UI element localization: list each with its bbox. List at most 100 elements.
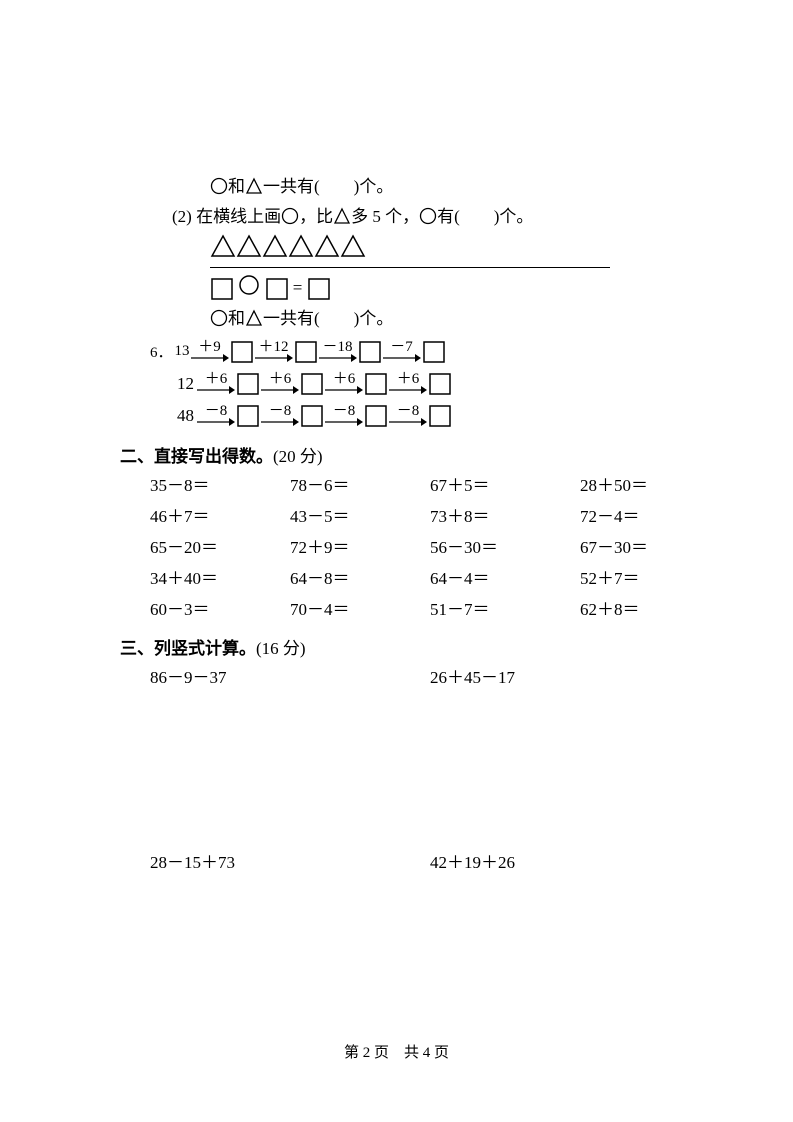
equation-template: = <box>120 274 673 301</box>
calc-problem[interactable]: 46＋7＝ <box>150 502 290 527</box>
chain-start: 12 <box>150 374 196 394</box>
chain-op: ＋12 <box>255 340 293 363</box>
triangle-icon <box>340 233 366 259</box>
calc-problem[interactable]: 65－20＝ <box>150 533 290 558</box>
chain-op: ＋6 <box>197 372 235 395</box>
triangle-icon <box>210 233 236 259</box>
calc-problem[interactable]: 72－4＝ <box>580 502 720 527</box>
calc-problem[interactable]: 70－4＝ <box>290 595 430 620</box>
chain-row: 48－8－8－8－8 <box>120 404 673 428</box>
answer-box-icon[interactable] <box>364 404 388 428</box>
chain-op: －18 <box>319 340 357 363</box>
arrow-icon <box>389 417 427 427</box>
question-6: 6．13＋9＋12－18－712＋6＋6＋6＋648－8－8－8－8 <box>120 340 673 428</box>
text: 和 <box>228 309 245 328</box>
answer-box-icon[interactable] <box>364 372 388 396</box>
text: (2) 在横线上画 <box>172 207 281 226</box>
text: )个。 <box>494 207 534 226</box>
page-total: 共 4 页 <box>404 1045 449 1061</box>
mental-math-grid: 35－8＝78－6＝67＋5＝28＋50＝46＋7＝43－5＝73＋8＝72－4… <box>120 471 673 620</box>
answer-box-icon[interactable] <box>422 340 446 364</box>
calc-problem[interactable]: 67－30＝ <box>580 533 720 558</box>
circle-icon <box>210 309 228 327</box>
chain-start: 48 <box>150 406 196 426</box>
arrow-icon <box>319 353 357 363</box>
calc-problem[interactable]: 64－8＝ <box>290 564 430 589</box>
answer-box-icon[interactable] <box>236 404 260 428</box>
answer-line[interactable] <box>210 267 610 268</box>
section-points: (20 分) <box>273 447 323 466</box>
calc-problem[interactable]: 51－7＝ <box>430 595 580 620</box>
chain-row: 12＋6＋6＋6＋6 <box>120 372 673 396</box>
arrow-icon <box>325 417 363 427</box>
chain-start: 13 <box>175 343 190 360</box>
calc-problem[interactable]: 73＋8＝ <box>430 502 580 527</box>
arrow-icon <box>191 353 229 363</box>
chain-op: －8 <box>261 404 299 427</box>
calc-problem[interactable]: 62＋8＝ <box>580 595 720 620</box>
square-box-icon[interactable] <box>265 277 289 301</box>
q-fragment-bottom: 和一共有( )个。 <box>120 305 673 332</box>
text: 一共有( <box>263 309 320 328</box>
calc-problem[interactable]: 78－6＝ <box>290 471 430 496</box>
text: )个。 <box>354 309 394 328</box>
circle-icon <box>210 177 228 195</box>
chain-op: －8 <box>197 404 235 427</box>
calc-problem[interactable]: 72＋9＝ <box>290 533 430 558</box>
triangle-icon <box>245 177 263 195</box>
triangle-row <box>120 233 673 261</box>
chain-op: ＋6 <box>389 372 427 395</box>
arrow-icon <box>255 353 293 363</box>
chain-op: －7 <box>383 340 421 363</box>
chain-row: 6．13＋9＋12－18－7 <box>120 340 673 364</box>
chain-op: ＋6 <box>261 372 299 395</box>
text: 一共有( <box>263 177 320 196</box>
triangle-icon <box>245 309 263 327</box>
blank[interactable] <box>320 177 354 196</box>
chain-op: －8 <box>389 404 427 427</box>
answer-box-icon[interactable] <box>358 340 382 364</box>
section-title: 二、直接写出得数。 <box>120 447 273 466</box>
answer-box-icon[interactable] <box>428 404 452 428</box>
answer-box-icon[interactable] <box>300 404 324 428</box>
triangle-icon <box>262 233 288 259</box>
blank[interactable] <box>320 309 354 328</box>
answer-box-icon[interactable] <box>428 372 452 396</box>
q-fragment-line2: (2) 在横线上画，比多 5 个，有( )个。 <box>120 203 673 230</box>
vertical-problem[interactable]: 28－15＋73 <box>150 848 430 873</box>
blank[interactable] <box>460 207 494 226</box>
calc-problem[interactable]: 60－3＝ <box>150 595 290 620</box>
calc-problem[interactable]: 56－30＝ <box>430 533 580 558</box>
page-current: 第 2 页 <box>344 1045 389 1061</box>
calc-problem[interactable]: 67＋5＝ <box>430 471 580 496</box>
answer-box-icon[interactable] <box>294 340 318 364</box>
text: )个。 <box>354 177 394 196</box>
square-box-icon[interactable] <box>210 277 234 301</box>
chain-op: ＋6 <box>325 372 363 395</box>
q-fragment-line1: 和一共有( )个。 <box>120 173 673 200</box>
triangle-icon <box>288 233 314 259</box>
calc-problem[interactable]: 35－8＝ <box>150 471 290 496</box>
arrow-icon <box>383 353 421 363</box>
vertical-problem[interactable]: 26＋45－17 <box>430 663 710 688</box>
vertical-calc-grid: 86－9－3726＋45－1728－15＋7342＋19＋26 <box>120 663 673 873</box>
text: 和 <box>228 177 245 196</box>
calc-problem[interactable]: 64－4＝ <box>430 564 580 589</box>
calc-problem[interactable]: 43－5＝ <box>290 502 430 527</box>
arrow-icon <box>197 385 235 395</box>
calc-problem[interactable]: 28＋50＝ <box>580 471 720 496</box>
answer-box-icon[interactable] <box>230 340 254 364</box>
section-2-heading: 二、直接写出得数。(20 分) <box>120 442 673 467</box>
answer-box-icon[interactable] <box>236 372 260 396</box>
calc-problem[interactable]: 34＋40＝ <box>150 564 290 589</box>
vertical-problem[interactable]: 86－9－37 <box>150 663 430 688</box>
vertical-problem[interactable]: 42＋19＋26 <box>430 848 710 873</box>
answer-box-icon[interactable] <box>300 372 324 396</box>
worksheet-page: 和一共有( )个。 (2) 在横线上画，比多 5 个，有( )个。 = 和一共有… <box>0 0 793 933</box>
arrow-icon <box>261 417 299 427</box>
text: ，比 <box>299 207 333 226</box>
circle-icon <box>281 207 299 225</box>
square-box-icon[interactable] <box>307 277 331 301</box>
circle-icon[interactable] <box>238 274 260 296</box>
calc-problem[interactable]: 52＋7＝ <box>580 564 720 589</box>
